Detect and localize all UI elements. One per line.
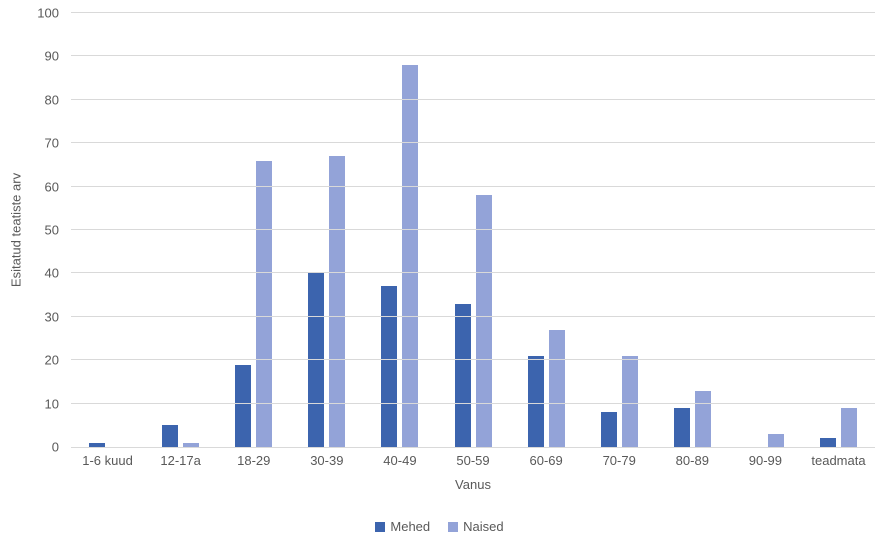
x-tick-label-60-69: 60-69 (529, 453, 563, 468)
bar-group-50-59 (436, 13, 509, 447)
gridline-90 (71, 55, 875, 57)
bar-naised-50-59 (475, 195, 492, 447)
bar-mehed-40-49 (381, 286, 398, 447)
gridline-10 (71, 402, 875, 404)
gridline-80 (71, 98, 875, 100)
bar-group-1-6 kuud (71, 13, 144, 447)
x-tick-label-18-29: 18-29 (237, 453, 271, 468)
bar-mehed-30-39 (308, 273, 325, 447)
legend-label-naised: Naised (463, 519, 504, 534)
gridline-50 (71, 229, 875, 230)
legend: Mehed Naised (0, 519, 879, 534)
bar-naised-80-89 (694, 390, 711, 447)
y-tick-label-60: 60 (44, 179, 59, 195)
bar-naised-70-79 (621, 355, 638, 447)
legend-item-mehed: Mehed (375, 519, 430, 534)
y-tick-label-100: 100 (37, 5, 59, 21)
y-tick-label-50: 50 (44, 222, 59, 238)
y-tick-label-70: 70 (44, 135, 59, 151)
gridline-60 (71, 185, 875, 187)
bar-group-30-39 (290, 13, 363, 447)
bar-naised-90-99 (767, 433, 784, 447)
x-tick-label-30-39: 30-39 (310, 453, 344, 468)
x-tick-label-teadmata: teadmata (811, 453, 866, 468)
bar-mehed-1-6 kuud (89, 442, 106, 447)
bar-naised-30-39 (329, 156, 346, 447)
legend-swatch-naised (448, 521, 459, 532)
bars-row (71, 13, 875, 447)
bar-mehed-60-69 (527, 355, 544, 447)
x-tick-label-80-89: 80-89 (675, 453, 709, 468)
bar-group-12-17a (144, 13, 217, 447)
bar-mehed-12-17a (162, 425, 179, 447)
y-tick-label-40: 40 (44, 265, 59, 281)
bar-group-teadmata (802, 13, 875, 447)
bar-mehed-teadmata (819, 438, 836, 447)
bar-naised-12-17a (183, 442, 200, 447)
bar-group-90-99 (729, 13, 802, 447)
bar-naised-60-69 (548, 329, 565, 447)
bar-group-80-89 (656, 13, 729, 447)
gridline-70 (71, 142, 875, 144)
x-tick-label-70-79: 70-79 (602, 453, 636, 468)
bar-mehed-80-89 (673, 407, 690, 447)
bar-mehed-50-59 (454, 303, 471, 447)
legend-swatch-mehed (375, 521, 386, 532)
bar-group-40-49 (363, 13, 436, 447)
bar-naised-18-29 (256, 160, 273, 447)
x-tick-label-1-6 kuud: 1-6 kuud (82, 453, 133, 468)
gridline-100 (71, 12, 875, 13)
x-axis-ticks: 1-6 kuud 12-17a 18-29 30-39 40-49 50-59 60-69 7… (71, 453, 875, 468)
x-tick-label-50-59: 50-59 (456, 453, 490, 468)
y-tick-label-10: 10 (44, 396, 59, 412)
bar-group-18-29 (217, 13, 290, 447)
plot-area (71, 12, 875, 448)
gridline-20 (71, 359, 875, 361)
y-tick-label-0: 0 (51, 439, 59, 455)
bar-mehed-18-29 (235, 364, 252, 447)
bar-group-60-69 (510, 13, 583, 447)
legend-label-mehed: Mehed (390, 519, 431, 534)
gridline-40 (71, 272, 875, 274)
x-tick-label-90-99: 90-99 (748, 453, 783, 468)
x-axis-title: Vanus (455, 477, 491, 492)
bar-mehed-70-79 (600, 412, 617, 447)
bar-group-70-79 (583, 13, 656, 447)
legend-item-naised: Naised (448, 519, 504, 534)
x-tick-label-40-49: 40-49 (383, 453, 417, 468)
y-tick-label-90: 90 (44, 48, 59, 64)
x-tick-label-12-17a: 12-17a (160, 453, 201, 468)
y-tick-label-20: 20 (44, 352, 59, 368)
bar-naised-teadmata (840, 407, 857, 447)
y-tick-label-80: 80 (44, 92, 59, 108)
gridline-30 (71, 315, 875, 317)
bar-naised-40-49 (402, 65, 419, 447)
y-tick-label-30: 30 (44, 309, 59, 325)
y-axis-ticks: 0 10 20 30 40 50 60 70 80 90 100 (0, 6, 59, 455)
